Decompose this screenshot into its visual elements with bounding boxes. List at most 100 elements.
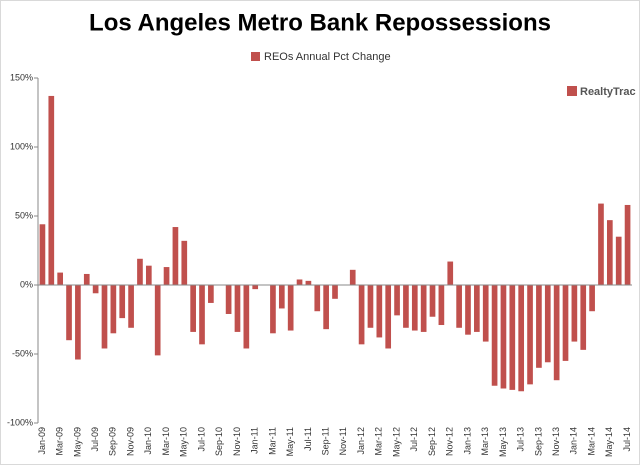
x-tick-label: Nov-09	[125, 427, 135, 456]
x-tick-label: May-10	[179, 427, 189, 457]
bar	[527, 285, 533, 385]
bar	[225, 285, 232, 314]
bar	[119, 285, 126, 319]
bar	[482, 285, 489, 342]
x-tick-label: May-09	[72, 427, 82, 457]
x-tick-label: Mar-11	[267, 427, 277, 455]
bar	[181, 240, 188, 285]
y-tick-label: 100%	[10, 141, 33, 151]
x-tick-label: Jan-09	[37, 427, 47, 455]
x-tick-label: Nov-12	[445, 427, 455, 456]
x-tick-label: Mar-12	[374, 427, 384, 456]
bar	[83, 273, 90, 285]
bar	[270, 285, 276, 334]
bar	[128, 285, 134, 328]
bar	[145, 265, 152, 285]
bar	[296, 279, 303, 285]
bar	[101, 285, 108, 349]
bar	[349, 269, 356, 285]
bar	[190, 285, 196, 332]
bar	[75, 285, 81, 360]
x-tick-label: Mar-13	[480, 427, 490, 456]
bar	[509, 285, 516, 390]
x-tick-label: Mar-14	[586, 427, 596, 456]
logo-icon	[567, 86, 577, 96]
bar	[447, 261, 454, 285]
bar	[367, 285, 374, 328]
bar	[544, 285, 551, 363]
bar	[429, 285, 436, 317]
x-tick-label: Sep-09	[108, 427, 118, 456]
x-tick-label: Jul-10	[196, 427, 206, 452]
y-tick-label: 0%	[20, 279, 33, 289]
bar	[536, 285, 542, 368]
bar	[199, 285, 205, 345]
bar	[420, 285, 427, 332]
bar	[580, 285, 587, 350]
x-tick-label: May-12	[391, 427, 401, 457]
bar	[305, 280, 312, 285]
bar	[57, 272, 64, 285]
bar	[314, 285, 321, 312]
bar	[553, 285, 560, 381]
bar	[500, 285, 507, 389]
bar	[278, 285, 285, 309]
x-tick-label: Jul-14	[622, 427, 632, 452]
x-tick-label: Mar-10	[161, 427, 171, 456]
x-tick-label: Jan-13	[462, 427, 472, 455]
x-tick-label: May-13	[498, 427, 508, 457]
legend-swatch	[251, 52, 260, 61]
x-tick-label: Jan-10	[143, 427, 153, 455]
bar	[287, 285, 294, 331]
bar	[589, 285, 595, 312]
bar	[562, 285, 569, 361]
x-tick-label: Sep-11	[321, 427, 331, 455]
bar	[571, 285, 578, 342]
y-tick-label: -50%	[12, 348, 33, 358]
legend-label: REOs Annual Pct Change	[264, 51, 391, 63]
bar	[465, 285, 471, 335]
x-tick-label: Nov-11	[338, 427, 348, 455]
x-tick-label: Jan-12	[356, 427, 366, 455]
bar	[92, 285, 99, 294]
bar	[518, 285, 525, 392]
bar	[163, 267, 170, 285]
x-tick-label: Jan-14	[569, 427, 579, 455]
bar	[208, 285, 214, 303]
bar	[411, 285, 418, 331]
x-tick-label: Sep-10	[214, 427, 224, 456]
x-tick-label: Sep-13	[533, 427, 543, 456]
bar	[358, 285, 365, 345]
x-tick-label: May-11	[285, 427, 295, 456]
x-tick-label: Jul-13	[516, 427, 526, 452]
bar	[403, 285, 409, 328]
bar	[491, 285, 498, 386]
bar	[154, 285, 161, 356]
bar	[243, 285, 250, 349]
y-tick-label: 50%	[15, 210, 33, 220]
y-tick-label: -100%	[7, 417, 33, 427]
x-tick-label: Nov-13	[551, 427, 561, 456]
x-tick-label: May-14	[604, 427, 614, 457]
logo: RealtyTrac	[580, 86, 636, 98]
x-tick-label: Jul-12	[409, 427, 419, 452]
x-tick-label: Nov-10	[232, 427, 242, 456]
x-tick-label: Jul-11	[303, 427, 313, 451]
bar	[137, 258, 143, 285]
x-tick-label: Jul-09	[90, 427, 100, 452]
bar	[615, 236, 622, 285]
bar	[394, 285, 400, 316]
bar	[598, 203, 604, 285]
chart-title: Los Angeles Metro Bank Repossessions	[89, 9, 551, 36]
bar	[172, 227, 179, 285]
bar	[110, 285, 117, 334]
x-tick-label: Sep-12	[427, 427, 437, 456]
bar	[323, 285, 329, 330]
x-tick-label: Mar-09	[55, 427, 65, 456]
bar	[252, 285, 259, 290]
bar	[606, 220, 613, 285]
bar	[438, 285, 445, 326]
bar	[39, 224, 46, 285]
